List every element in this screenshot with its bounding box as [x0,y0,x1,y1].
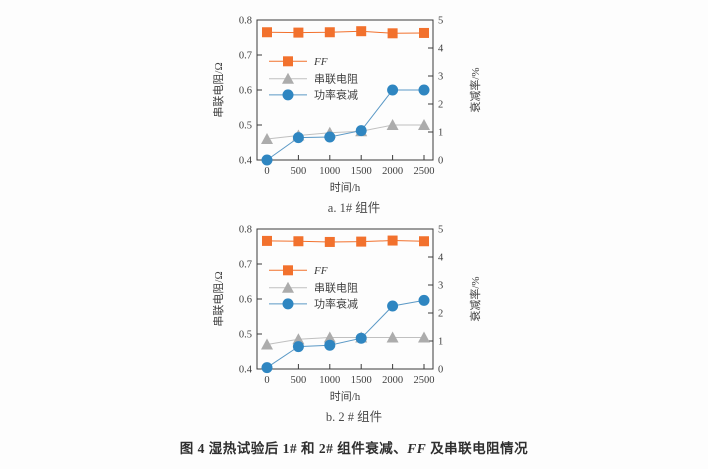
svg-text:3: 3 [438,72,443,83]
svg-text:500: 500 [291,375,307,386]
svg-text:0.7: 0.7 [239,51,252,62]
figure-caption-suffix: 及串联电阻情况 [426,441,529,456]
svg-text:功率衰减: 功率衰减 [314,88,358,102]
svg-text:串联电阻: 串联电阻 [314,73,358,86]
x-axis-label: 时间/h [330,390,361,403]
svg-text:0.6: 0.6 [239,295,252,306]
legend-entry-power-decay: 功率衰减 [269,88,358,102]
svg-text:5: 5 [438,225,443,236]
svg-text:串联电阻: 串联电阻 [314,282,358,295]
series-ff [262,26,429,39]
figure-caption-ff: FF [407,441,427,456]
y-axis-left-label: 串联电阻/Ω [212,62,225,117]
series-series-resistance [261,119,430,144]
svg-text:FF: FF [313,56,328,68]
legend-entry-series-resistance: 串联电阻 [269,282,358,295]
svg-text:0.6: 0.6 [239,86,252,97]
y-axis-left: 0.4 0.5 0.6 0.7 0.8 [239,16,262,167]
svg-text:0: 0 [438,365,443,376]
series-power-decay [261,294,430,374]
y-axis-left-label: 串联电阻/Ω [212,271,225,326]
svg-text:0.5: 0.5 [239,121,252,132]
svg-text:0: 0 [264,166,269,177]
svg-text:0.5: 0.5 [239,330,252,341]
svg-text:2000: 2000 [382,375,403,386]
figure-caption-prefix: 图 4 湿热试验后 1# 和 2# 组件衰减、 [179,441,408,456]
chart-b-caption: b. 2 # 组件 [325,410,383,424]
svg-text:功率衰减: 功率衰减 [314,297,358,311]
y-axis-right: 0 1 2 3 4 5 [428,16,444,167]
y-axis-right: 0 1 2 3 4 5 [428,225,444,376]
svg-text:1500: 1500 [351,375,372,386]
svg-text:0.4: 0.4 [239,365,253,376]
y-axis-right-label: 衰减率/% [468,276,482,321]
chart-block-a: 0.4 0.5 0.6 0.7 0.8 0 1 2 3 4 5 0 500 1000 1500 2000 250… [211,12,497,221]
svg-text:2: 2 [438,100,443,111]
series-power-decay [261,84,430,166]
figure-caption: 图 4 湿热试验后 1# 和 2# 组件衰减、FF 及串联电阻情况 [180,437,528,457]
svg-text:500: 500 [291,166,307,177]
svg-text:2500: 2500 [414,166,435,177]
x-axis-label: 时间/h [330,181,361,194]
chart-a-caption: a. 1# 组件 [327,201,381,215]
legend-entry-series-resistance: 串联电阻 [269,73,358,86]
series-series-resistance [261,331,430,350]
svg-text:4: 4 [438,253,444,264]
y-axis-left: 0.4 0.5 0.6 0.7 0.8 [239,225,262,376]
series-ff [262,235,429,247]
legend-entry-ff: FF [269,56,328,68]
svg-text:1500: 1500 [351,166,372,177]
svg-text:0.7: 0.7 [239,260,252,271]
svg-text:1: 1 [438,128,443,139]
svg-text:2: 2 [438,309,443,320]
svg-text:1000: 1000 [319,166,340,177]
svg-text:1: 1 [438,337,443,348]
chart-a: 0.4 0.5 0.6 0.7 0.8 0 1 2 3 4 5 0 500 1000 1500 2000 250… [212,16,482,195]
svg-text:FF: FF [313,265,328,277]
svg-text:3: 3 [438,281,443,292]
svg-text:0: 0 [438,156,443,167]
svg-text:0.8: 0.8 [239,225,252,236]
svg-text:0: 0 [264,375,269,386]
svg-text:4: 4 [438,44,444,55]
svg-text:0.4: 0.4 [239,156,253,167]
chart-b: 0.4 0.5 0.6 0.7 0.8 0 1 2 3 4 5 0 500 1000 1500 2000 250… [212,225,482,404]
legend-entry-power-decay: 功率衰减 [269,297,358,311]
svg-text:1000: 1000 [319,375,340,386]
x-axis: 0 500 1000 1500 2000 2500 [264,155,435,177]
y-axis-right-label: 衰减率/% [468,67,482,112]
svg-text:2000: 2000 [382,166,403,177]
chart-block-b: 0.4 0.5 0.6 0.7 0.8 0 1 2 3 4 5 0 500 1000 1500 2000 250… [211,221,497,430]
svg-text:5: 5 [438,16,443,27]
x-axis: 0 500 1000 1500 2000 2500 [264,364,435,386]
legend-entry-ff: FF [269,265,328,277]
svg-text:0.8: 0.8 [239,16,252,27]
svg-text:2500: 2500 [414,375,435,386]
